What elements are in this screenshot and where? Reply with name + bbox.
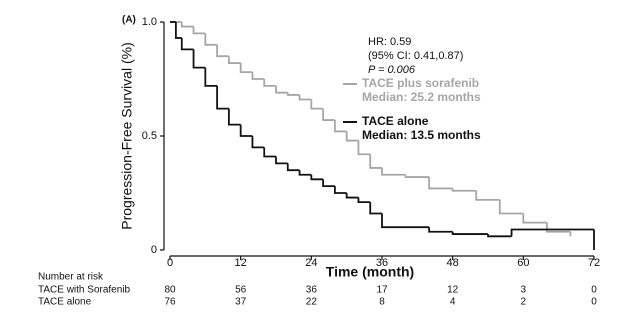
survival-step xyxy=(357,140,371,156)
risk-row-label: TACE with Sorafenib xyxy=(38,285,131,296)
survival-step xyxy=(286,163,300,172)
survival-step xyxy=(451,188,477,192)
x-axis-label: Time (month) xyxy=(326,264,414,280)
risk-count: 80 xyxy=(164,285,176,296)
survival-step xyxy=(322,108,335,121)
survival-step xyxy=(239,124,253,137)
survival-step xyxy=(381,213,430,229)
survival-step xyxy=(451,231,488,235)
survival-step xyxy=(192,49,206,69)
survival-step xyxy=(263,79,276,87)
risk-count: 3 xyxy=(521,285,527,296)
legend-label: TACE alone xyxy=(362,114,429,128)
survival-step xyxy=(369,202,382,215)
survival-step xyxy=(174,22,182,39)
survival-step xyxy=(322,179,335,188)
survival-step xyxy=(251,136,265,149)
risk-count: 8 xyxy=(379,297,385,308)
survival-step xyxy=(333,120,347,133)
survival-step xyxy=(345,193,359,199)
survival-step xyxy=(192,26,206,35)
risk-title: Number at risk xyxy=(38,272,104,283)
survival-step xyxy=(310,99,324,110)
survival-step xyxy=(275,85,288,94)
legend-median: Median: 13.5 months xyxy=(362,128,481,142)
survival-step xyxy=(180,37,194,51)
survival-step xyxy=(510,228,594,237)
survival-step xyxy=(204,67,218,87)
survival-step xyxy=(251,72,265,80)
survival-step xyxy=(310,174,324,181)
legend-median: Median: 25.2 months xyxy=(362,90,481,104)
survival-step xyxy=(227,108,241,126)
survival-step xyxy=(263,147,276,158)
survival-step xyxy=(204,33,218,46)
risk-count: 4 xyxy=(450,297,456,308)
survival-step xyxy=(275,156,288,165)
risk-count: 56 xyxy=(235,285,247,296)
annotation: HR: 0.59 xyxy=(368,36,411,48)
x-tick-label: 0 xyxy=(167,257,173,269)
risk-count: 17 xyxy=(376,285,388,296)
y-axis-label: Progression-Free Survival (%) xyxy=(119,42,135,230)
risk-row-label: TACE alone xyxy=(38,297,92,308)
risk-count: 0 xyxy=(591,285,597,296)
survival-step xyxy=(475,190,500,201)
survival-step xyxy=(522,213,547,224)
survival-step xyxy=(381,167,406,176)
risk-count: 76 xyxy=(164,297,176,308)
risk-count: 37 xyxy=(235,297,247,308)
risk-count: 0 xyxy=(591,297,597,308)
annotation: P = 0.006 xyxy=(368,64,416,76)
x-tick-label: 48 xyxy=(447,257,459,269)
x-tick-label: 12 xyxy=(235,257,247,269)
survival-step xyxy=(357,197,371,204)
survival-step xyxy=(369,154,382,169)
survival-step xyxy=(180,22,194,28)
x-tick-label: 72 xyxy=(588,257,600,269)
risk-count: 2 xyxy=(521,297,527,308)
survival-step xyxy=(286,92,300,96)
survival-step xyxy=(428,177,453,190)
survival-step xyxy=(345,131,359,142)
survival-step xyxy=(239,63,253,74)
survival-step xyxy=(298,170,312,176)
survival-step xyxy=(404,174,430,178)
risk-count: 12 xyxy=(447,285,459,296)
y-tick-label: 1.0 xyxy=(142,16,157,28)
survival-step xyxy=(216,44,229,58)
survival-step xyxy=(498,199,524,215)
survival-step xyxy=(298,94,312,101)
x-tick-label: 36 xyxy=(376,257,388,269)
risk-count: 22 xyxy=(306,297,318,308)
panel-label: (A) xyxy=(122,15,136,26)
survival-step xyxy=(545,222,571,233)
annotation: (95% CI: 0.41,0.87) xyxy=(368,50,463,62)
risk-count: 36 xyxy=(306,285,318,296)
x-tick-label: 60 xyxy=(517,257,529,269)
legend-label: TACE plus sorafenib xyxy=(362,76,479,90)
survival-step xyxy=(333,186,347,194)
y-tick-label: 0.5 xyxy=(142,130,157,142)
survival-step xyxy=(428,227,453,233)
y-tick-label: 0 xyxy=(151,244,157,256)
survival-step xyxy=(487,234,512,238)
survival-step xyxy=(216,85,229,110)
survival-step xyxy=(227,56,241,64)
x-tick-label: 24 xyxy=(305,257,317,269)
